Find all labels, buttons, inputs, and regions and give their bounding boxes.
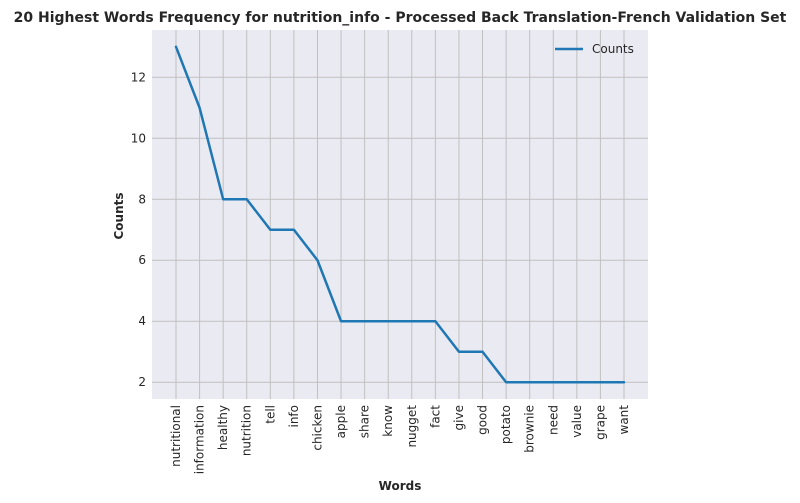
x-tick-label: give <box>452 405 466 430</box>
x-tick-label: healthy <box>216 405 230 450</box>
x-tick-label: good <box>476 405 490 435</box>
x-tick-label: info <box>287 405 301 428</box>
x-tick-label: chicken <box>310 405 324 451</box>
legend: Counts <box>555 42 634 56</box>
x-tick-label: apple <box>334 405 348 438</box>
x-axis-label: Words <box>379 479 422 493</box>
x-tick-label: need <box>546 405 560 435</box>
y-tick-label: 12 <box>131 70 146 84</box>
chart-title: 20 Highest Words Frequency for nutrition… <box>14 10 787 26</box>
series-line-counts <box>174 45 626 384</box>
x-tick-label: potato <box>499 405 513 444</box>
x-tick-label: tell <box>263 405 277 424</box>
x-tick-label: fact <box>428 405 442 428</box>
x-tick-label: nutrition <box>240 405 254 456</box>
y-axis-label: Counts <box>112 192 126 239</box>
x-tick-label: nugget <box>405 405 419 448</box>
x-tick-label: know <box>381 405 395 437</box>
x-tick-label: information <box>193 405 207 474</box>
legend-label: Counts <box>592 42 634 56</box>
y-tick-label: 4 <box>138 314 146 328</box>
y-tick-label: 10 <box>131 131 146 145</box>
y-tick-label: 2 <box>138 375 146 389</box>
x-tick-label: brownie <box>523 405 537 453</box>
x-tick-label: grape <box>593 405 607 440</box>
plot-area <box>152 30 648 399</box>
x-tick-label: nutritional <box>169 405 183 467</box>
x-tick-label: value <box>570 405 584 438</box>
x-tick-label: share <box>358 405 372 438</box>
x-tick-label: want <box>617 405 631 435</box>
y-tick-label: 6 <box>138 253 146 267</box>
y-tick-label: 8 <box>138 192 146 206</box>
